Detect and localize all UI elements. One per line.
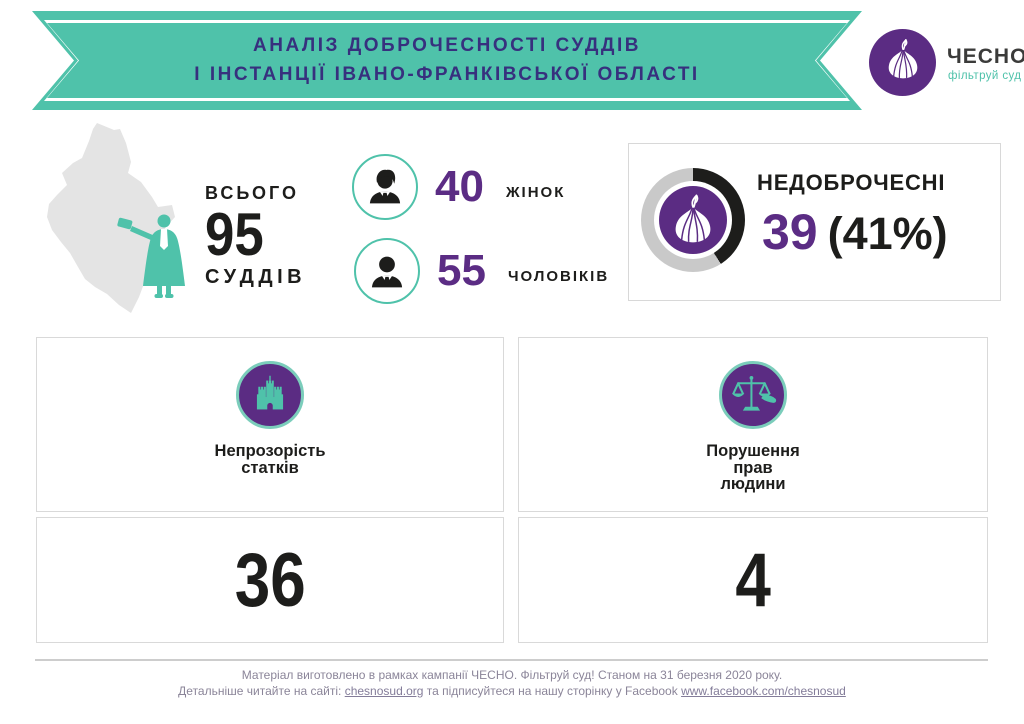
women-row: 40 ЖІНОК — [352, 154, 565, 220]
site-link[interactable]: chesnosud.org — [344, 683, 424, 698]
footer-divider — [35, 659, 988, 661]
banner-title-line2: І ІНСТАНЦІЇ ІВАНО-ФРАНКІВСЬКОЇ ОБЛАСТІ — [194, 64, 700, 85]
men-row: 55 ЧОЛОВІКІВ — [354, 238, 609, 304]
footer: Матеріал виготовлено в рамках кампанії Ч… — [0, 668, 1024, 699]
dishonest-percent: (41%) — [827, 208, 948, 259]
judge-icon — [117, 214, 185, 298]
oblast-silhouette — [47, 123, 175, 313]
man-icon — [354, 238, 420, 304]
total-label-top: ВСЬОГО — [205, 183, 299, 203]
assets-topic-label: Непрозорість статків — [214, 442, 326, 477]
logo-name: ЧЕСНО — [947, 45, 1024, 68]
scales-hand — [761, 395, 777, 403]
castle-icon — [236, 361, 304, 429]
rights-topic-card: Порушення прав людини — [518, 337, 988, 512]
facebook-link[interactable]: www.facebook.com/chesnosud — [681, 683, 846, 698]
region-map — [42, 120, 212, 320]
logo-tagline: фільтруй суд — [948, 70, 1022, 82]
total-label-bottom: СУДДІВ — [205, 266, 307, 288]
rights-topic-label: Порушення прав людини — [706, 442, 800, 493]
men-label: ЧОЛОВІКІВ — [508, 267, 610, 285]
dishonest-box: НЕДОБРОЧЕСНІ 39 (41%) — [628, 143, 1001, 301]
dishonest-donut — [641, 168, 745, 272]
assets-count-card: 36 — [36, 517, 504, 643]
banner-title: АНАЛІЗ ДОБРОЧЕСНОСТІ СУДДІВ І ІНСТАНЦІЇ … — [32, 11, 862, 110]
dishonest-value-row: 39 (41%) — [762, 204, 948, 260]
dishonest-label: НЕДОБРОЧЕСНІ — [757, 170, 946, 195]
dishonest-count: 39 — [762, 204, 818, 260]
women-label: ЖІНОК — [506, 183, 566, 201]
rights-count: 4 — [735, 537, 771, 623]
footer-line2: Детальніше читайте на сайті: chesnosud.o… — [178, 683, 846, 698]
assets-count: 36 — [234, 537, 306, 623]
men-count: 55 — [437, 246, 486, 295]
rights-count-card: 4 — [518, 517, 988, 643]
woman-icon — [352, 154, 418, 220]
ribbon-inner — [47, 23, 847, 98]
chesno-logo — [869, 29, 936, 96]
garlic-icon — [880, 37, 926, 88]
total-judges-block: ВСЬОГО 95 СУДДІВ — [205, 183, 375, 289]
scales-icon — [719, 361, 787, 429]
assets-topic-card: Непрозорість статків — [36, 337, 504, 512]
total-judges-value: 95 — [205, 201, 264, 268]
footer-line1: Матеріал виготовлено в рамках кампанії Ч… — [241, 668, 783, 682]
banner-ribbon: АНАЛІЗ ДОБРОЧЕСНОСТІ СУДДІВ І ІНСТАНЦІЇ … — [32, 11, 862, 110]
garlic-icon — [659, 186, 727, 254]
banner-title-line1: АНАЛІЗ ДОБРОЧЕСНОСТІ СУДДІВ — [253, 35, 641, 56]
women-count: 40 — [435, 162, 484, 211]
